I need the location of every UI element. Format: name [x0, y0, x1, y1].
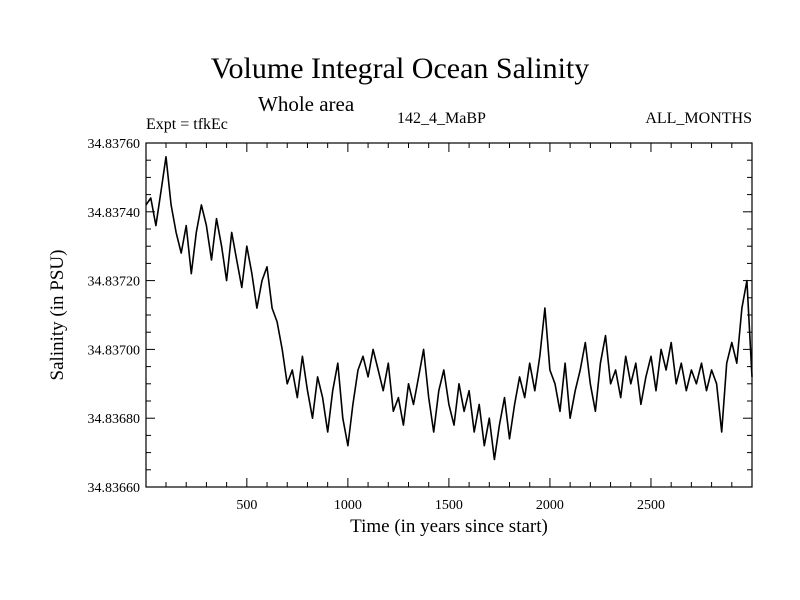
- salinity-series-line: [145, 156, 753, 461]
- y-tick-label: 34.83720: [88, 275, 141, 290]
- x-tick-label: 1500: [435, 498, 463, 513]
- tick-labels: 500 1000 1500 2000 2500 34.83660 34.83680 34.83…: [88, 137, 665, 513]
- period-label: 142_4_MaBP: [397, 110, 486, 127]
- x-tick-label: 2000: [536, 498, 564, 513]
- y-axis-title: Salinity (in PSU): [47, 250, 68, 381]
- y-tick-label: 34.83760: [88, 137, 141, 152]
- y-tick-label: 34.83680: [88, 412, 141, 427]
- x-tick-label: 2500: [637, 498, 665, 513]
- experiment-label: Expt = tfkEc: [146, 116, 228, 133]
- x-tick-label: 500: [236, 498, 257, 513]
- y-tick-label: 34.83660: [88, 481, 141, 496]
- chart-title: Volume Integral Ocean Salinity: [210, 52, 590, 85]
- plot-frame: [145, 142, 753, 488]
- y-tick-label: 34.83700: [88, 343, 141, 358]
- x-tick-label: 1000: [334, 498, 362, 513]
- months-label: ALL_MONTHS: [645, 110, 752, 127]
- chart-subtitle: Whole area: [258, 92, 355, 116]
- y-tick-label: 34.83740: [88, 206, 141, 221]
- x-axis-title: Time (in years since start): [350, 516, 548, 537]
- axis-ticks: [146, 142, 752, 488]
